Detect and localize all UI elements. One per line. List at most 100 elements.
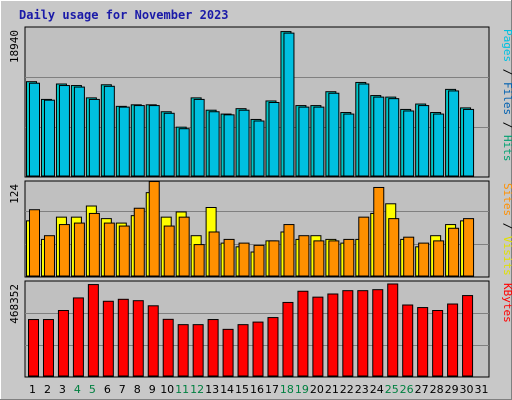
bar-pages-day-7 xyxy=(118,106,130,177)
bar-sites-day-9 xyxy=(148,181,160,277)
bar-kbytes-day-21 xyxy=(327,293,339,377)
bar-kbytes-day-30 xyxy=(462,295,474,377)
bar-pages-day-9 xyxy=(148,105,160,177)
bar-kbytes-day-25 xyxy=(387,283,399,377)
bar-pages-day-30 xyxy=(463,108,475,177)
bar-kbytes-day-4 xyxy=(72,297,84,377)
bar-pages-day-12 xyxy=(193,98,205,177)
bar-kbytes-day-26 xyxy=(402,304,414,377)
bar-kbytes-day-9 xyxy=(147,305,159,377)
bar-pages-day-23 xyxy=(358,83,370,177)
bar-pages-day-10 xyxy=(163,112,175,177)
bar-sites-day-13 xyxy=(208,231,220,277)
legend-part: / xyxy=(501,62,512,82)
x-label-day-7: 7 xyxy=(119,383,126,396)
x-label-day-20: 20 xyxy=(310,383,324,396)
x-label-day-8: 8 xyxy=(134,383,141,396)
bar-kbytes-day-5 xyxy=(87,284,99,377)
bar-pages-day-2 xyxy=(43,99,55,177)
bar-sites-day-29 xyxy=(448,227,460,277)
bar-pages-day-3 xyxy=(58,85,70,177)
x-label-day-18: 18 xyxy=(280,383,294,396)
bar-sites-day-19 xyxy=(298,235,310,277)
legend-part: Visits xyxy=(501,236,512,276)
bar-kbytes-day-8 xyxy=(132,300,144,377)
chart-title: Daily usage for November 2023 xyxy=(19,8,229,22)
legend-visits: Sites / Visits xyxy=(501,183,512,276)
bar-sites-day-21 xyxy=(328,240,340,277)
bar-sites-day-1 xyxy=(29,209,40,277)
bar-sites-day-15 xyxy=(238,242,250,277)
bar-kbytes-day-11 xyxy=(177,324,189,377)
bar-sites-day-28 xyxy=(433,240,445,277)
x-axis-day-labels: 1 2 3 4 5 6 7 8 9 10 11 12 13 14 15 16 17 18 19 20 21 22 23 24 2… xyxy=(29,383,489,396)
bar-pages-day-1 xyxy=(29,82,40,177)
x-label-day-17: 17 xyxy=(265,383,279,396)
bar-sites-day-16 xyxy=(253,244,265,277)
x-label-day-25: 25 xyxy=(385,383,399,396)
bar-sites-day-2 xyxy=(43,235,55,277)
bar-kbytes-day-10 xyxy=(162,318,174,377)
chart-panels: 18940 Pages / Files / Hits 124 Sites / Visi… xyxy=(8,26,512,378)
panel-hits: 18940 Pages / Files / Hits xyxy=(8,26,512,178)
bar-kbytes-day-23 xyxy=(357,290,369,377)
x-label-day-13: 13 xyxy=(205,383,219,396)
bar-pages-day-4 xyxy=(73,86,85,177)
x-label-day-1: 1 xyxy=(29,383,36,396)
x-label-day-2: 2 xyxy=(44,383,51,396)
x-label-day-19: 19 xyxy=(295,383,309,396)
bar-pages-day-21 xyxy=(328,92,340,177)
bar-pages-day-17 xyxy=(268,101,280,177)
bar-pages-day-22 xyxy=(343,113,355,177)
bar-sites-day-22 xyxy=(343,238,355,277)
bar-sites-day-17 xyxy=(268,240,280,277)
bar-pages-day-16 xyxy=(253,120,265,177)
x-label-day-9: 9 xyxy=(149,383,156,396)
bar-pages-day-20 xyxy=(313,106,325,177)
bar-pages-day-13 xyxy=(208,111,220,177)
x-label-day-15: 15 xyxy=(235,383,249,396)
x-label-day-6: 6 xyxy=(104,383,111,396)
bar-pages-day-26 xyxy=(403,110,415,177)
legend-part: Hits xyxy=(501,135,512,162)
bar-sites-day-23 xyxy=(358,216,370,277)
bar-sites-day-3 xyxy=(58,224,70,277)
bar-sites-day-11 xyxy=(178,216,190,277)
panel-kbytes: 468352 KBytes xyxy=(8,280,512,378)
bar-kbytes-day-20 xyxy=(312,296,324,377)
bar-sites-day-14 xyxy=(223,238,235,277)
x-label-day-23: 23 xyxy=(355,383,369,396)
bar-kbytes-day-7 xyxy=(117,298,129,377)
bar-kbytes-day-27 xyxy=(417,307,429,377)
bar-pages-day-28 xyxy=(433,113,445,177)
legend-hits: Pages / Files / Hits xyxy=(501,29,512,162)
bar-pages-day-24 xyxy=(373,96,385,177)
panel-visits: 124 Sites / Visits xyxy=(8,180,512,278)
legend-part: KBytes xyxy=(501,283,512,323)
bar-sites-day-7 xyxy=(118,225,130,277)
legend-part: Sites xyxy=(501,183,512,216)
x-label-day-31: 31 xyxy=(475,383,489,396)
bar-pages-day-27 xyxy=(418,105,430,177)
x-label-day-3: 3 xyxy=(59,383,66,396)
bar-kbytes-day-1 xyxy=(28,319,39,377)
bar-kbytes-day-15 xyxy=(237,324,249,377)
bar-kbytes-day-16 xyxy=(252,321,264,377)
bar-sites-day-8 xyxy=(133,207,145,277)
bar-sites-day-4 xyxy=(73,222,85,277)
bar-pages-day-5 xyxy=(88,98,100,177)
bar-kbytes-day-2 xyxy=(42,319,54,377)
x-label-day-4: 4 xyxy=(74,383,81,396)
bar-sites-day-30 xyxy=(463,218,475,277)
bar-kbytes-day-14 xyxy=(222,328,234,377)
bar-pages-day-14 xyxy=(223,114,235,177)
x-label-day-22: 22 xyxy=(340,383,354,396)
legend-kbytes: KBytes xyxy=(501,283,512,323)
bar-pages-day-25 xyxy=(388,98,400,177)
bar-kbytes-day-6 xyxy=(102,300,114,377)
bar-sites-day-18 xyxy=(283,224,295,277)
x-label-day-30: 30 xyxy=(460,383,474,396)
bar-kbytes-day-19 xyxy=(297,290,309,377)
y-max-label-hits: 18940 xyxy=(8,30,21,63)
bar-sites-day-27 xyxy=(418,242,430,277)
